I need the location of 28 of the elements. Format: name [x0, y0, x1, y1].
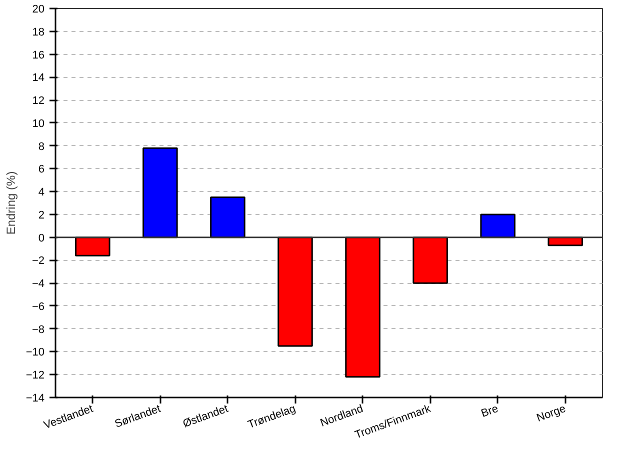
bar: [210, 196, 246, 238]
y-tick-label: −6: [32, 300, 45, 313]
bar: [142, 147, 178, 238]
y-tick-label: 2: [38, 209, 45, 222]
y-axis-title: Endring (%): [4, 171, 18, 235]
y-tick-label: −14: [26, 392, 45, 404]
bar: [75, 236, 110, 256]
bar: [345, 236, 380, 378]
y-tick-label: 20: [32, 4, 45, 16]
y-tick-label: −10: [26, 346, 45, 359]
x-tick-label: Norge: [535, 402, 568, 424]
bar: [412, 236, 448, 284]
y-tick-label: 4: [38, 186, 45, 199]
y-tick-label: 8: [38, 140, 45, 153]
y-tick-label: −2: [32, 255, 45, 268]
y-tick-label: 16: [32, 49, 45, 62]
y-tick-label: −4: [32, 278, 45, 290]
x-tick-label: Bre: [480, 402, 500, 420]
y-tick-label: 10: [32, 118, 45, 130]
y-tick-label: 0: [38, 232, 45, 244]
bar: [480, 214, 516, 238]
y-tick-label: −8: [32, 324, 45, 336]
y-tick-label: 6: [38, 164, 45, 176]
y-tick-label: 14: [32, 72, 45, 84]
y-tick-label: −12: [26, 370, 45, 382]
bar: [278, 236, 313, 347]
y-tick-label: 18: [32, 26, 45, 38]
y-tick-label: 12: [32, 95, 45, 108]
